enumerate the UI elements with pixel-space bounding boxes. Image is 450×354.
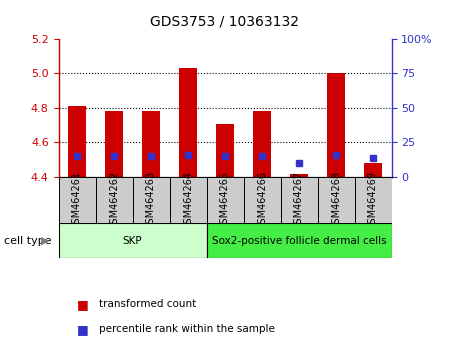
Text: GSM464265: GSM464265 bbox=[220, 170, 230, 230]
Bar bbox=[318, 177, 355, 223]
Bar bbox=[364, 163, 382, 177]
Bar bbox=[327, 74, 345, 177]
Text: transformed count: transformed count bbox=[99, 299, 196, 309]
Text: GDS3753 / 10363132: GDS3753 / 10363132 bbox=[150, 14, 300, 28]
Bar bbox=[253, 112, 271, 177]
Text: GSM464268: GSM464268 bbox=[331, 171, 341, 229]
Text: GSM464262: GSM464262 bbox=[109, 170, 119, 230]
Text: GSM464269: GSM464269 bbox=[368, 171, 378, 229]
Text: Sox2-positive follicle dermal cells: Sox2-positive follicle dermal cells bbox=[212, 236, 386, 246]
Bar bbox=[355, 177, 392, 223]
Text: SKP: SKP bbox=[123, 236, 142, 246]
Text: GSM464263: GSM464263 bbox=[146, 171, 156, 229]
Bar bbox=[207, 177, 243, 223]
Bar bbox=[142, 112, 160, 177]
Text: GSM464266: GSM464266 bbox=[257, 171, 267, 229]
Bar bbox=[95, 177, 132, 223]
Text: GSM464267: GSM464267 bbox=[294, 170, 304, 230]
Bar bbox=[58, 177, 95, 223]
Bar bbox=[68, 106, 86, 177]
Bar bbox=[58, 223, 207, 258]
Text: ▶: ▶ bbox=[41, 236, 49, 246]
Bar bbox=[280, 177, 318, 223]
Text: GSM464261: GSM464261 bbox=[72, 171, 82, 229]
Bar bbox=[216, 124, 234, 177]
Bar bbox=[179, 68, 197, 177]
Bar bbox=[290, 173, 308, 177]
Text: GSM464264: GSM464264 bbox=[183, 171, 193, 229]
Bar bbox=[207, 223, 392, 258]
Bar bbox=[170, 177, 207, 223]
Bar bbox=[132, 177, 170, 223]
Bar bbox=[105, 112, 123, 177]
Text: ■: ■ bbox=[76, 323, 88, 336]
Text: cell type: cell type bbox=[4, 236, 52, 246]
Bar bbox=[243, 177, 280, 223]
Text: percentile rank within the sample: percentile rank within the sample bbox=[99, 324, 275, 334]
Text: ■: ■ bbox=[76, 298, 88, 311]
